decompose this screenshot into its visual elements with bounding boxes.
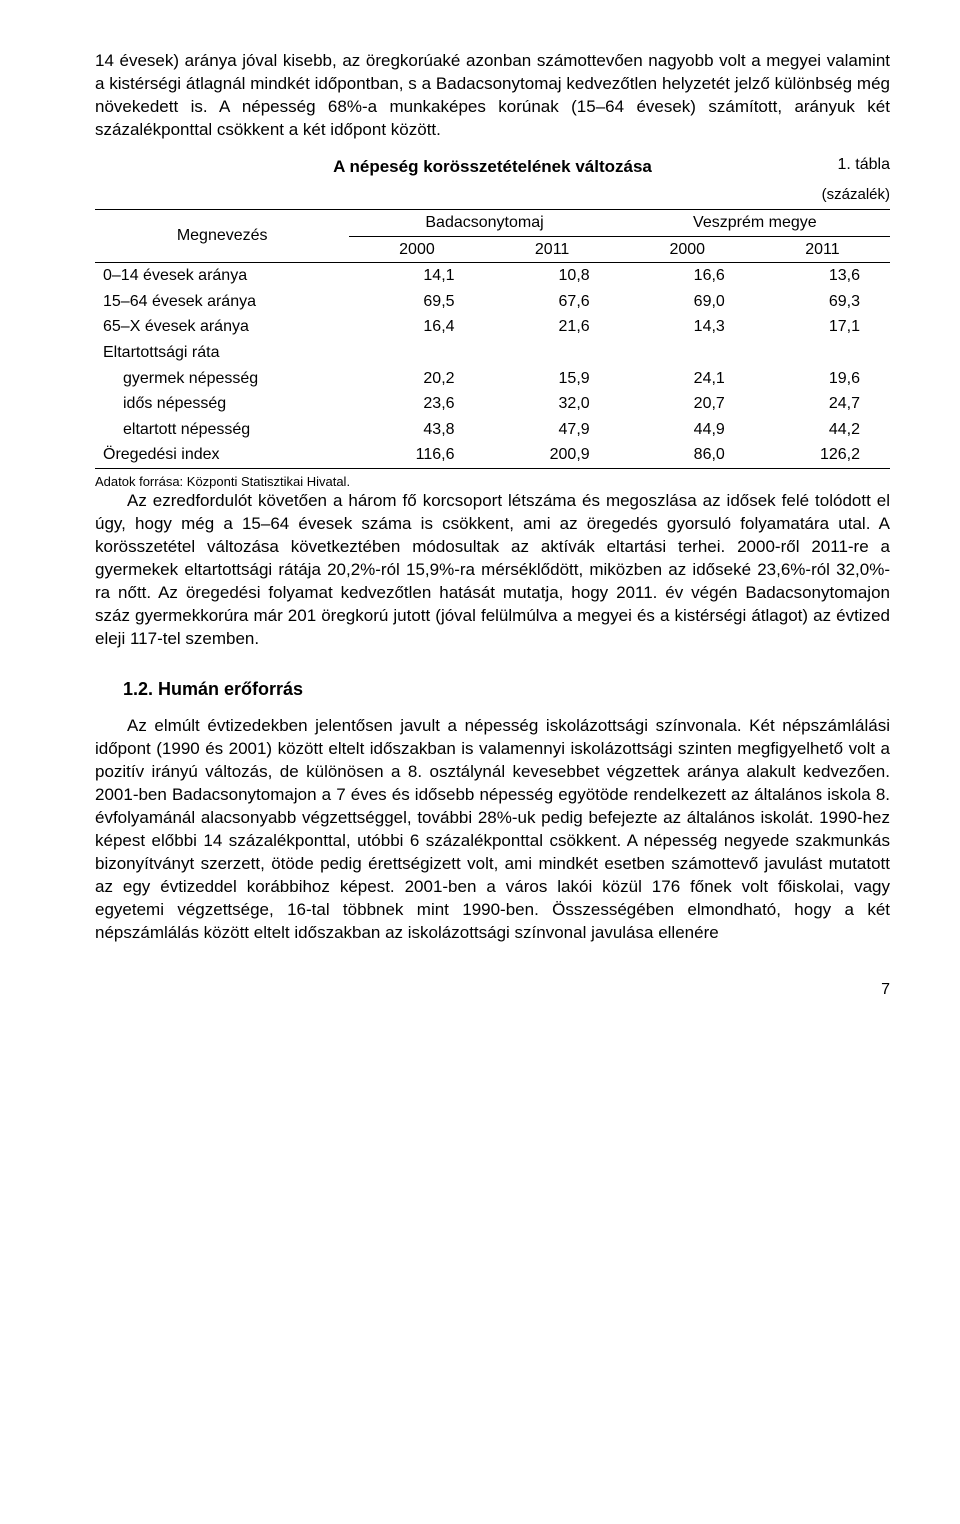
cell-value: 69,3 [755, 289, 890, 315]
row-label: 0–14 évesek aránya [95, 263, 349, 289]
table-unit: (százalék) [95, 185, 890, 205]
cell-value: 43,8 [349, 417, 484, 443]
cell-value: 20,2 [349, 366, 484, 392]
cell-value: 32,0 [485, 391, 620, 417]
cell-value: 20,7 [620, 391, 755, 417]
cell-value [620, 340, 755, 366]
human-resource-paragraph: Az elmúlt évtizedekben jelentősen javult… [95, 715, 890, 944]
table-title: A népeség korösszetételének változása [333, 157, 652, 176]
row-label: gyermek népesség [95, 366, 349, 392]
cell-value: 23,6 [349, 391, 484, 417]
col-year-2: 2011 [485, 236, 620, 263]
analysis-paragraph: Az ezredfordulót követően a három fő kor… [95, 490, 890, 651]
row-label: idős népesség [95, 391, 349, 417]
col-year-1: 2000 [349, 236, 484, 263]
table-row: 0–14 évesek aránya14,110,816,613,6 [95, 263, 890, 289]
col-header-veszprem: Veszprém megye [620, 209, 890, 236]
table-row: Eltartottsági ráta [95, 340, 890, 366]
row-label: 65–X évesek aránya [95, 314, 349, 340]
col-header-badacsonytomaj: Badacsonytomaj [349, 209, 619, 236]
page-number: 7 [95, 979, 890, 1001]
table-header-block: 1. tábla A népeség korösszetételének vál… [95, 156, 890, 205]
cell-value: 44,9 [620, 417, 755, 443]
population-table: Megnevezés Badacsonytomaj Veszprém megye… [95, 209, 890, 469]
cell-value: 16,4 [349, 314, 484, 340]
table-row: 15–64 évesek aránya69,567,669,069,3 [95, 289, 890, 315]
cell-value [349, 340, 484, 366]
table-row: gyermek népesség20,215,924,119,6 [95, 366, 890, 392]
section-heading: 1.2. Humán erőforrás [123, 677, 890, 701]
cell-value: 14,1 [349, 263, 484, 289]
cell-value [755, 340, 890, 366]
cell-value: 69,5 [349, 289, 484, 315]
table-row: 65–X évesek aránya16,421,614,317,1 [95, 314, 890, 340]
row-label: eltartott népesség [95, 417, 349, 443]
row-label: Eltartottsági ráta [95, 340, 349, 366]
col-year-4: 2011 [755, 236, 890, 263]
table-row: idős népesség23,632,020,724,7 [95, 391, 890, 417]
cell-value: 24,1 [620, 366, 755, 392]
cell-value: 67,6 [485, 289, 620, 315]
cell-value: 19,6 [755, 366, 890, 392]
row-label: Öregedési index [95, 442, 349, 468]
col-header-megnevezes: Megnevezés [95, 209, 349, 262]
cell-value: 86,0 [620, 442, 755, 468]
table-source: Adatok forrása: Központi Statisztikai Hi… [95, 473, 890, 491]
table-row: eltartott népesség43,847,944,944,2 [95, 417, 890, 443]
cell-value: 200,9 [485, 442, 620, 468]
cell-value: 24,7 [755, 391, 890, 417]
cell-value: 17,1 [755, 314, 890, 340]
cell-value: 14,3 [620, 314, 755, 340]
cell-value: 15,9 [485, 366, 620, 392]
table-row: Öregedési index116,6200,986,0126,2 [95, 442, 890, 468]
cell-value: 69,0 [620, 289, 755, 315]
cell-value [485, 340, 620, 366]
cell-value: 13,6 [755, 263, 890, 289]
cell-value: 44,2 [755, 417, 890, 443]
row-label: 15–64 évesek aránya [95, 289, 349, 315]
cell-value: 116,6 [349, 442, 484, 468]
col-year-3: 2000 [620, 236, 755, 263]
table-body: 0–14 évesek aránya14,110,816,613,615–64 … [95, 263, 890, 469]
cell-value: 10,8 [485, 263, 620, 289]
cell-value: 16,6 [620, 263, 755, 289]
intro-paragraph: 14 évesek) aránya jóval kisebb, az öregk… [95, 50, 890, 142]
cell-value: 47,9 [485, 417, 620, 443]
cell-value: 126,2 [755, 442, 890, 468]
cell-value: 21,6 [485, 314, 620, 340]
table-number: 1. tábla [838, 154, 890, 176]
